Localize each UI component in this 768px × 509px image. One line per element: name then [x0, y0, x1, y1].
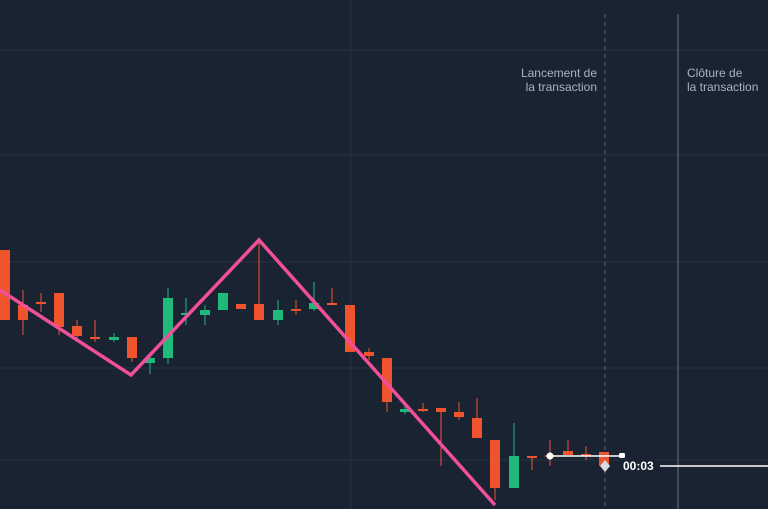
candle-down [90, 337, 100, 339]
current-price-diamond-icon [600, 460, 610, 472]
candle-down [18, 305, 28, 320]
trade-close-label: Clôture de la transaction [687, 66, 759, 94]
candle-down [72, 326, 82, 336]
candle-down [472, 418, 482, 438]
candle-down [345, 305, 355, 352]
candle-up [309, 303, 319, 309]
candle-down [327, 303, 337, 305]
candle-down [418, 409, 428, 411]
candle-down [54, 293, 64, 327]
candle-down [454, 412, 464, 417]
candle-up [200, 310, 210, 315]
candle-up [145, 358, 155, 363]
level-end-marker [619, 453, 625, 458]
candle-down [254, 304, 264, 320]
zigzag-pattern-line [0, 237, 497, 507]
countdown-timer: 00:03 [621, 459, 656, 473]
candle-down [563, 451, 573, 455]
candle-up [273, 310, 283, 320]
candle-down [0, 250, 10, 320]
candle-down [436, 408, 446, 412]
candle-down [291, 309, 301, 311]
candle-up [509, 456, 519, 488]
candle-up [400, 409, 410, 412]
candle-down [382, 358, 392, 402]
trade-launch-label: Lancement de la transaction [520, 66, 597, 94]
candle-down [236, 304, 246, 309]
candle-down [127, 337, 137, 358]
candle-up [218, 293, 228, 310]
candle-down [36, 302, 46, 304]
candle-up [163, 298, 173, 358]
candle-down [599, 452, 609, 466]
candle-down [581, 454, 591, 456]
candle-up [181, 313, 191, 315]
candle-down [364, 352, 374, 356]
candle-down [527, 456, 537, 458]
entry-marker [546, 452, 554, 460]
candle-down [490, 440, 500, 488]
candle-up [109, 337, 119, 340]
